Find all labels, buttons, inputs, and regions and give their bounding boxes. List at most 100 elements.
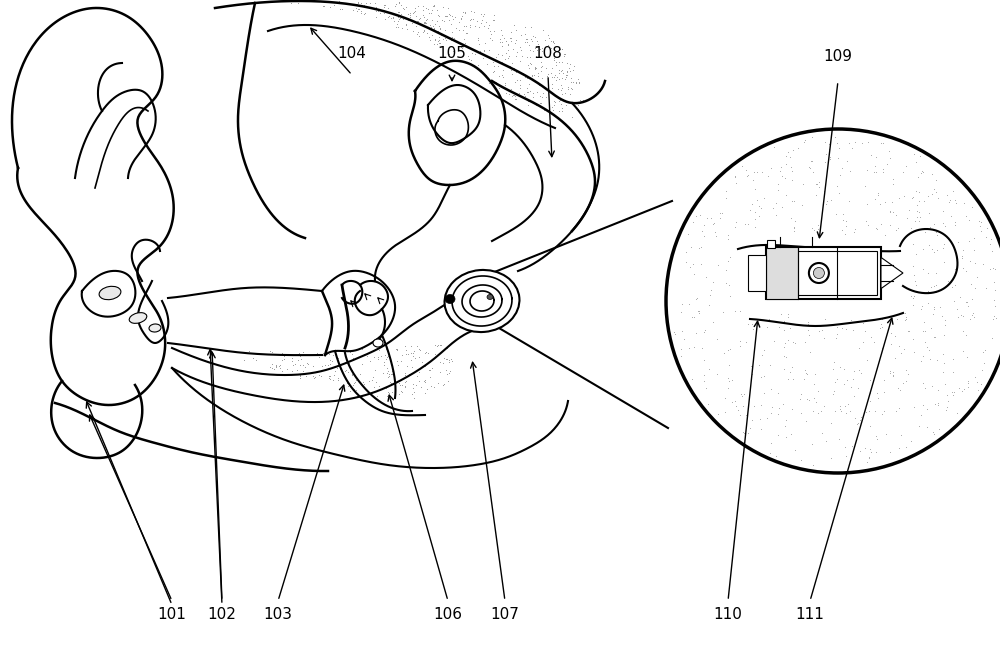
Point bbox=[925, 261, 941, 271]
Point bbox=[831, 187, 847, 198]
Point bbox=[447, 12, 463, 22]
Point bbox=[430, 340, 446, 351]
Point bbox=[326, 0, 342, 10]
Point bbox=[845, 374, 861, 385]
Point bbox=[444, 11, 460, 22]
Point bbox=[898, 314, 914, 325]
Point bbox=[322, 1, 338, 12]
Bar bbox=[766, 247, 881, 299]
Point bbox=[501, 51, 517, 61]
Point bbox=[862, 421, 878, 431]
Point bbox=[837, 401, 853, 411]
Point bbox=[476, 9, 492, 20]
Point bbox=[356, 0, 372, 10]
Point bbox=[321, 371, 337, 381]
Point bbox=[836, 379, 852, 390]
Point bbox=[791, 295, 807, 305]
Point bbox=[888, 291, 904, 302]
Ellipse shape bbox=[487, 295, 493, 300]
Point bbox=[770, 409, 786, 419]
Point bbox=[292, 371, 308, 381]
Point bbox=[780, 147, 796, 157]
Point bbox=[403, 348, 419, 358]
Point bbox=[529, 78, 545, 89]
Point bbox=[503, 84, 519, 94]
Point bbox=[430, 25, 446, 36]
Point bbox=[517, 72, 533, 82]
Point bbox=[383, 358, 399, 368]
Point bbox=[754, 350, 770, 360]
Point bbox=[736, 389, 752, 399]
Point bbox=[935, 262, 951, 272]
Point bbox=[386, 16, 402, 26]
Point bbox=[293, 354, 309, 364]
Point bbox=[797, 364, 813, 375]
Point bbox=[947, 217, 963, 228]
Point bbox=[900, 240, 916, 251]
Point bbox=[826, 357, 842, 368]
Point bbox=[426, 23, 442, 33]
Point bbox=[678, 247, 694, 257]
Point bbox=[549, 72, 565, 82]
Point bbox=[553, 65, 569, 76]
Point bbox=[534, 73, 550, 84]
Point bbox=[911, 281, 927, 292]
Point bbox=[874, 322, 890, 332]
Point bbox=[796, 299, 812, 310]
Point bbox=[994, 322, 1000, 332]
Point bbox=[782, 323, 798, 334]
Point bbox=[306, 373, 322, 383]
Point bbox=[401, 369, 417, 379]
Point bbox=[394, 387, 410, 397]
Point bbox=[485, 67, 501, 77]
Point bbox=[262, 362, 278, 372]
Point bbox=[439, 368, 455, 379]
Point bbox=[870, 187, 886, 198]
Point bbox=[843, 382, 859, 392]
Point bbox=[552, 43, 568, 54]
Point bbox=[949, 304, 965, 314]
Point bbox=[772, 166, 788, 176]
Point bbox=[995, 269, 1000, 279]
Point bbox=[786, 276, 802, 286]
Point bbox=[528, 63, 544, 74]
Point bbox=[522, 73, 538, 84]
Point bbox=[751, 293, 767, 303]
Point bbox=[319, 0, 335, 8]
Bar bbox=[731, 237, 911, 311]
Point bbox=[409, 371, 425, 381]
Point bbox=[415, 5, 431, 16]
Point bbox=[667, 329, 683, 340]
Point bbox=[751, 201, 767, 212]
Point bbox=[739, 242, 755, 253]
Point bbox=[453, 14, 469, 24]
Point bbox=[847, 136, 863, 147]
Point bbox=[369, 391, 385, 402]
Point bbox=[514, 51, 530, 61]
Point bbox=[351, 3, 367, 14]
Point bbox=[344, 365, 360, 375]
Point bbox=[776, 364, 792, 374]
Point bbox=[322, 371, 338, 381]
Point bbox=[905, 192, 921, 202]
Point bbox=[494, 69, 510, 80]
Point bbox=[382, 7, 398, 18]
Point bbox=[928, 227, 944, 238]
Point bbox=[799, 393, 815, 404]
Point bbox=[820, 270, 836, 280]
Point bbox=[696, 220, 712, 231]
Point bbox=[978, 232, 994, 242]
Point bbox=[432, 340, 448, 350]
Point bbox=[744, 368, 760, 379]
Point bbox=[972, 221, 988, 231]
Point bbox=[398, 1, 414, 12]
Point bbox=[908, 276, 924, 286]
Point bbox=[289, 365, 305, 375]
Point bbox=[961, 236, 977, 247]
Point bbox=[831, 434, 847, 444]
Point bbox=[397, 381, 413, 391]
Text: 111: 111 bbox=[796, 607, 824, 622]
Point bbox=[486, 66, 502, 76]
Text: 103: 103 bbox=[264, 607, 292, 622]
Point bbox=[783, 213, 799, 223]
